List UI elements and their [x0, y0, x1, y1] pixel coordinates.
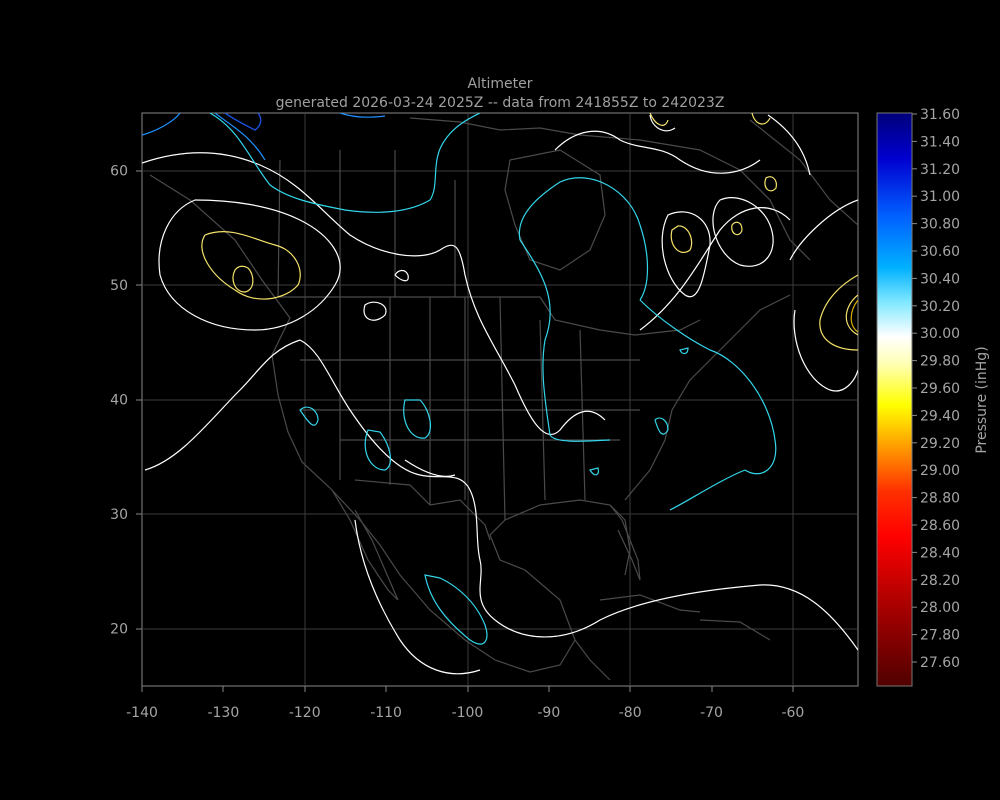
colorbar [876, 112, 913, 687]
colorbar-label: Pressure (inHg) [974, 346, 990, 453]
colorbar-tick-label: 30.00 [920, 326, 960, 342]
chart-subtitle: generated 2026-03-24 2025Z -- data from … [275, 95, 725, 111]
contour-29-5 [850, 299, 858, 333]
colorbar-tick-label: 28.80 [920, 491, 960, 507]
y-tick-label: 50 [110, 278, 128, 294]
colorbar-tick-label: 30.80 [920, 217, 960, 233]
y-tick-label: 30 [110, 507, 128, 523]
colorbar-tick-label: 29.40 [920, 408, 960, 424]
colorbar-tick-label: 30.40 [920, 271, 960, 287]
x-tick-label: -60 [781, 705, 804, 721]
colorbar-tick-label: 29.60 [920, 381, 960, 397]
x-tick-label: -120 [289, 705, 321, 721]
y-tick-label: 40 [110, 393, 128, 409]
y-tick-label: 20 [110, 622, 128, 638]
x-tick-label: -100 [452, 705, 484, 721]
x-axis-ticks [141, 686, 794, 692]
map-outlines [149, 117, 858, 681]
y-axis-ticks [136, 170, 142, 630]
x-tick-label: -110 [370, 705, 402, 721]
contour-29-7 [201, 113, 858, 351]
colorbar-tick-label: 28.60 [920, 518, 960, 534]
x-tick-label: -90 [537, 705, 560, 721]
contour-30-3 [224, 113, 262, 131]
chart-title: Altimeter [467, 76, 533, 92]
colorbar-tick-label: 28.00 [920, 600, 960, 616]
colorbar-tick-label: 29.00 [920, 463, 960, 479]
x-tick-label: -140 [126, 705, 158, 721]
x-tick-label: -80 [619, 705, 642, 721]
colorbar-tick-label: 30.20 [920, 299, 960, 315]
colorbar-tick-label: 27.80 [920, 628, 960, 644]
colorbar-tick-label: 29.80 [920, 354, 960, 370]
colorbar-tick-label: 31.60 [920, 107, 960, 123]
colorbar-tick-label: 31.20 [920, 162, 960, 178]
colorbar-tick-label: 29.20 [920, 436, 960, 452]
contour-29-9 [142, 114, 858, 675]
colorbar-tick-label: 27.60 [920, 655, 960, 671]
colorbar-tick-label: 31.00 [920, 189, 960, 205]
x-tick-label: -70 [700, 705, 723, 721]
contour-30-2 [142, 113, 386, 161]
x-tick-label: -130 [207, 705, 239, 721]
colorbar-tick-label: 31.40 [920, 134, 960, 150]
colorbar-tick-label: 28.20 [920, 573, 960, 589]
colorbar-tick-label: 28.40 [920, 545, 960, 561]
contour-30-1 [209, 113, 777, 645]
y-tick-label: 60 [110, 163, 128, 179]
colorbar-tick-label: 30.60 [920, 244, 960, 260]
